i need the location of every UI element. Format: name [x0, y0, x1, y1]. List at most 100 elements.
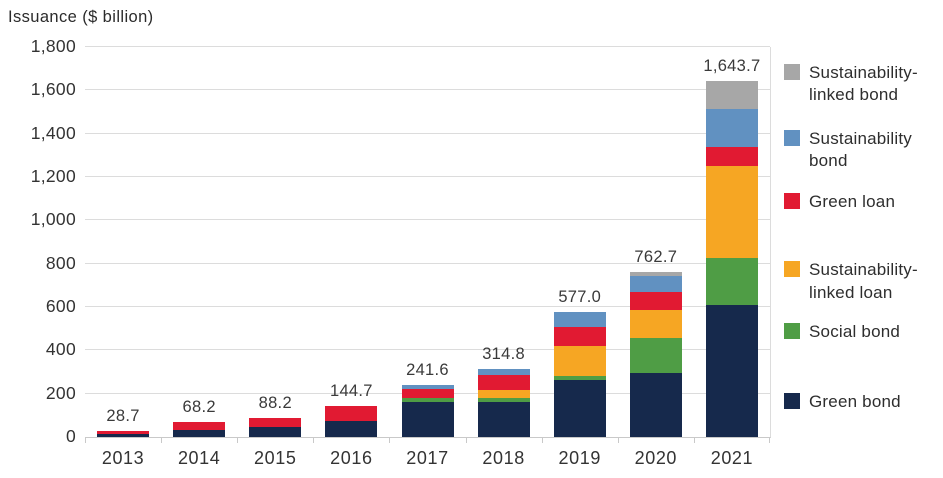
- bar-segment-2017-green-bond: [401, 402, 454, 437]
- plot-area: 28.7 68.2 88.2 144.7 241.6 314.8 577.0 762.7 1,6…: [85, 46, 771, 443]
- bar-segment-2015-green-bond: [249, 426, 302, 437]
- x-axis-tick: [161, 437, 163, 443]
- chart-title: Issuance ($ billion): [8, 8, 154, 26]
- bar-segment-2018-green-loan: [477, 375, 530, 391]
- y-tick-label: 1,200: [30, 166, 76, 186]
- bar-segment-2021-green-loan: [705, 146, 758, 166]
- x-axis-tick: [85, 437, 86, 443]
- x-axis-tick: [389, 437, 391, 443]
- legend: Sustainability-linked bond Sustainability…: [784, 62, 936, 413]
- x-axis-label-2017: 2017: [406, 448, 449, 468]
- gridline-1,600: [85, 89, 770, 91]
- bar-total-label-2016: 144.7: [329, 381, 373, 400]
- legend-item-sustainability-linked-loan: Sustainability-linked loan: [784, 259, 936, 303]
- y-tick-label: 1,800: [30, 36, 76, 56]
- x-axis-label-2020: 2020: [634, 448, 678, 468]
- legend-item-social-bond: Social bond: [784, 321, 936, 343]
- x-axis-label-2016: 2016: [330, 448, 373, 468]
- legend-swatch-icon: [784, 261, 800, 278]
- legend-item-sustainability-bond: Sustainability bond: [784, 128, 936, 172]
- x-axis-tick: [769, 437, 770, 443]
- bar-segment-2020-sustainability-linked-loan: [629, 310, 682, 338]
- legend-swatch-icon: [784, 64, 800, 80]
- legend-item-green-loan: Green loan: [784, 191, 936, 213]
- bar-total-label-2013: 28.7: [106, 406, 140, 425]
- gridline-1,000: [85, 219, 770, 221]
- bar-2017: [401, 384, 454, 437]
- bar-segment-2019-social-bond: [553, 376, 606, 381]
- bar-segment-2021-sustainability-linked-loan: [705, 165, 758, 259]
- bar-segment-2021-green-bond: [705, 305, 758, 437]
- bar-segment-2021-social-bond: [705, 258, 758, 306]
- bar-segment-2017-social-bond: [401, 398, 454, 403]
- bar-total-label-2015: 88.2: [258, 393, 292, 412]
- bar-2019: [553, 312, 606, 437]
- bar-2014: [173, 422, 226, 437]
- bar-segment-2017-green-loan: [401, 389, 454, 399]
- bar-segment-2019-sustainability-linked-loan: [553, 346, 606, 377]
- bar-2021: [705, 80, 758, 437]
- bar-total-label-2018: 314.8: [482, 344, 525, 363]
- bar-segment-2019-green-bond: [553, 380, 606, 437]
- gridline-600: [85, 306, 770, 307]
- gridline-1,200: [85, 176, 770, 177]
- x-axis-tick: [237, 437, 239, 443]
- bar-segment-2015-green-loan: [249, 417, 302, 427]
- y-tick-label: 1,000: [30, 209, 76, 230]
- bar-segment-2016-green-bond: [325, 420, 378, 437]
- bar-segment-2021-sustainability-linked-bond: [705, 80, 758, 109]
- x-axis-label-2013: 2013: [101, 448, 145, 468]
- bar-segment-2018-sustainability-bond: [477, 368, 530, 376]
- y-tick-label: 800: [45, 252, 76, 273]
- x-axis-label-2019: 2019: [558, 448, 601, 468]
- gridline-400: [85, 349, 770, 351]
- x-axis-tick: [693, 437, 695, 443]
- bar-segment-2018-green-bond: [477, 401, 530, 437]
- bar-2020: [629, 271, 682, 437]
- bar-total-label-2021: 1,643.7: [703, 56, 761, 75]
- gridline-1,800: [85, 46, 770, 47]
- bar-2018: [477, 368, 530, 437]
- bar-segment-2014-green-loan: [173, 422, 226, 431]
- bar-segment-2020-sustainability-linked-bond: [629, 271, 682, 276]
- bar-segment-2016-green-loan: [325, 405, 378, 421]
- bar-segment-2019-green-loan: [553, 326, 606, 347]
- y-tick-label: 600: [45, 296, 76, 316]
- legend-label: Sustainability-linked loan: [809, 260, 918, 302]
- bar-total-label-2017: 241.6: [406, 360, 449, 379]
- bar-segment-2020-green-bond: [629, 372, 682, 437]
- bar-segment-2020-sustainability-bond: [629, 275, 682, 293]
- bar-segment-2019-sustainability-bond: [553, 312, 606, 327]
- legend-item-green-bond: Green bond: [784, 391, 936, 413]
- bar-2016: [325, 405, 378, 437]
- bar-segment-2014-green-bond: [173, 430, 226, 437]
- y-tick-label: 200: [45, 382, 76, 403]
- legend-label: Social bond: [809, 321, 901, 341]
- bar-segment-2013-green-loan: [97, 430, 150, 434]
- legend-label: Sustainability bond: [809, 129, 912, 171]
- x-axis-tick: [313, 437, 315, 443]
- x-axis-tick: [541, 437, 543, 443]
- y-tick-label: 1,400: [30, 122, 76, 143]
- x-axis-label-2021: 2021: [710, 448, 754, 468]
- x-axis-tick: [617, 437, 619, 443]
- x-axis-tick: [465, 437, 467, 443]
- bar-total-label-2019: 577.0: [558, 287, 602, 306]
- bar-segment-2017-sustainability-bond: [401, 384, 454, 390]
- legend-swatch-icon: [784, 392, 800, 409]
- bar-segment-2020-green-loan: [629, 292, 682, 311]
- x-axis-label-2015: 2015: [254, 448, 297, 468]
- bar-segment-2021-sustainability-bond: [705, 108, 758, 147]
- y-tick-label: 0: [65, 426, 76, 446]
- gridline-1,400: [85, 132, 770, 134]
- bar-total-label-2020: 762.7: [634, 247, 678, 266]
- bar-segment-2018-social-bond: [477, 398, 530, 402]
- bar-total-label-2014: 68.2: [182, 398, 216, 417]
- bar-segment-2020-social-bond: [629, 338, 682, 373]
- bar-segment-2018-sustainability-linked-loan: [477, 390, 530, 399]
- legend-swatch-icon: [784, 130, 800, 147]
- bar-2015: [249, 417, 302, 437]
- legend-swatch-icon: [784, 322, 800, 339]
- legend-label: Green bond: [809, 391, 901, 411]
